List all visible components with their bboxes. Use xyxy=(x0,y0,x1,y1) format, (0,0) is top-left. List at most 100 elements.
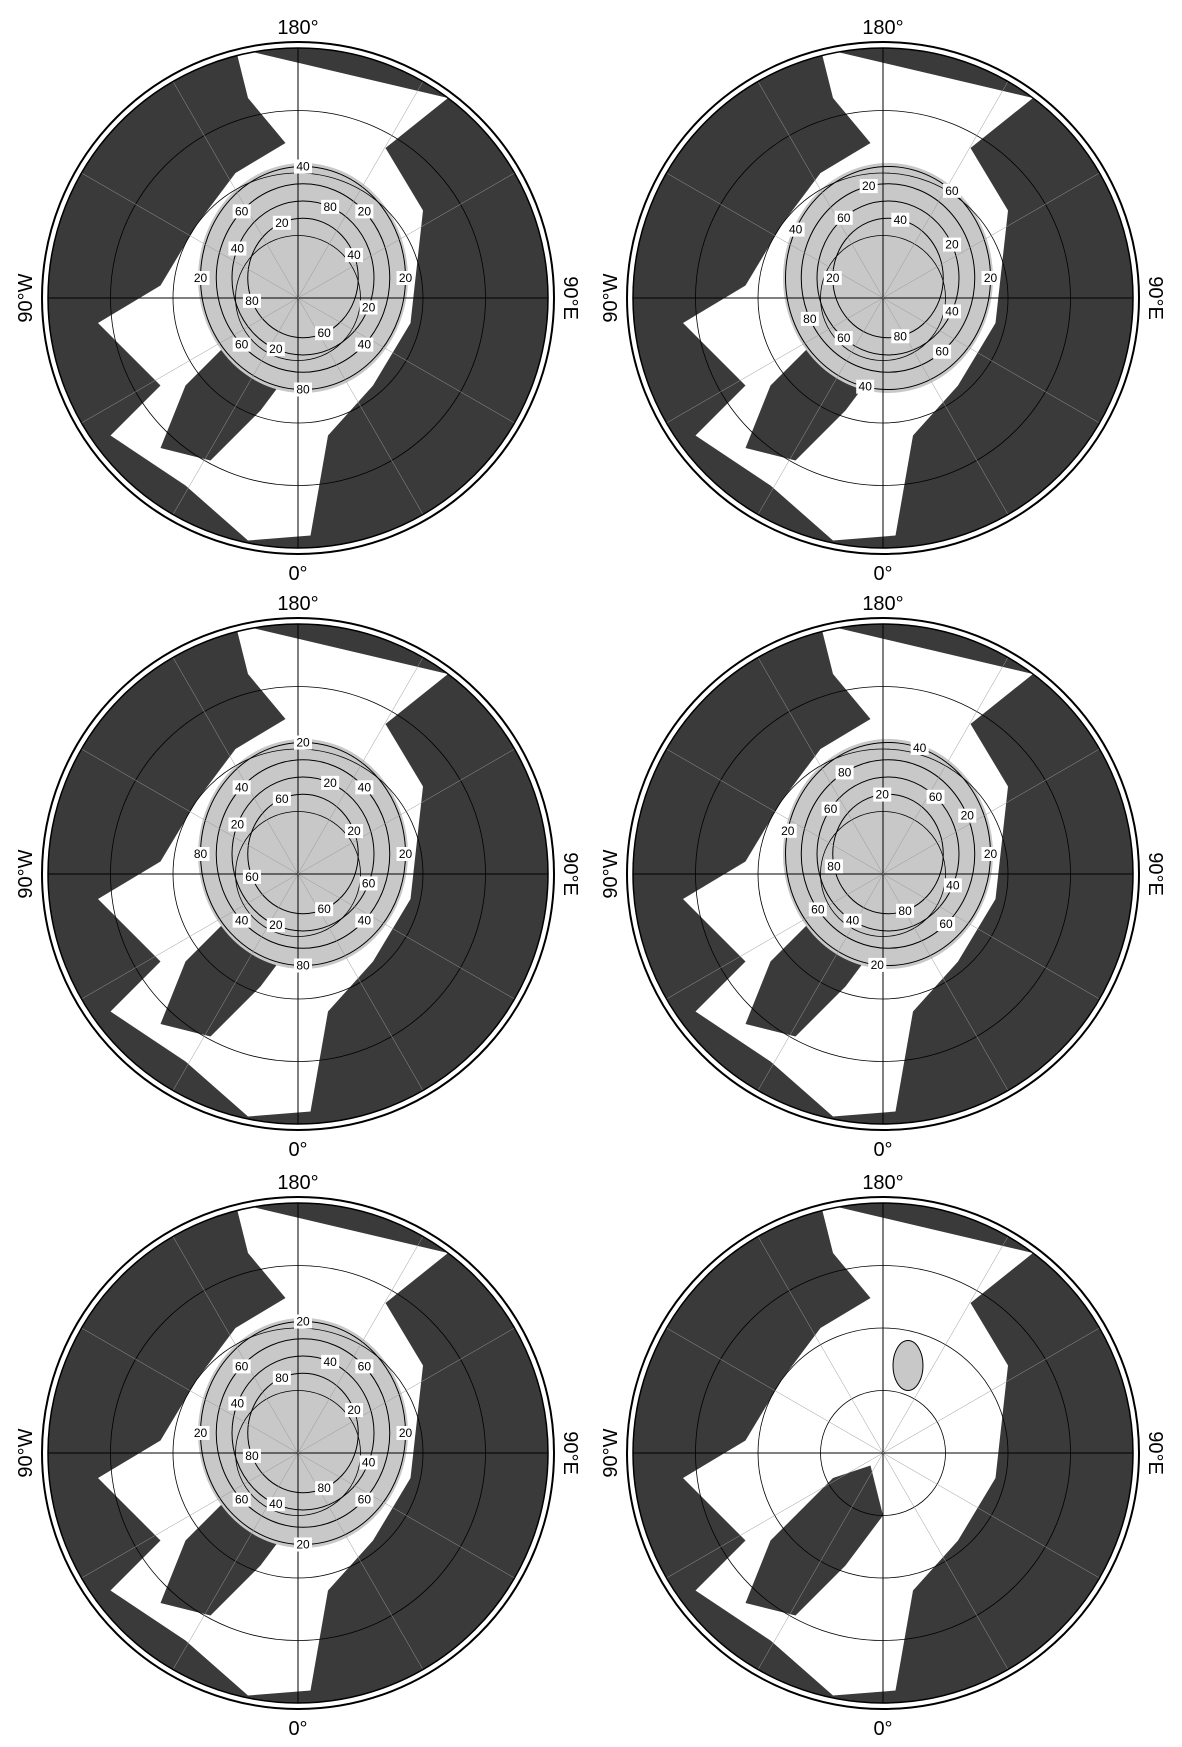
contour-label: 60 xyxy=(929,790,943,804)
contour-label-bg xyxy=(266,918,285,933)
contour-label: 20 xyxy=(296,1538,310,1552)
contour-label-bg xyxy=(396,847,415,861)
contour-label: 20 xyxy=(347,824,361,838)
frame-outer xyxy=(41,41,555,555)
contour-label: 60 xyxy=(317,326,331,340)
contour-label-bg xyxy=(359,300,378,315)
contour-line xyxy=(215,1338,391,1528)
meridian xyxy=(757,1452,884,1670)
contour-label: 20 xyxy=(399,271,413,285)
contour-label: 80 xyxy=(838,765,852,779)
meridian xyxy=(882,1452,1100,1579)
contour-label: 40 xyxy=(789,223,803,237)
contour-label-bg xyxy=(396,271,415,285)
contour-label: 20 xyxy=(358,204,372,218)
meridian xyxy=(666,748,884,875)
contour-label: 40 xyxy=(859,380,873,394)
contour-label: 80 xyxy=(275,1371,289,1385)
contour-label-bg xyxy=(926,789,945,804)
contour-label: 40 xyxy=(946,878,960,892)
contour-line xyxy=(231,1355,375,1511)
meridian xyxy=(172,1452,299,1670)
contour-label: 60 xyxy=(275,792,289,806)
lon-label-bottom: 0° xyxy=(288,1139,307,1161)
contour-label-bg xyxy=(345,248,364,263)
contour-label-bg xyxy=(315,902,334,917)
contour-label: 40 xyxy=(945,304,959,318)
contour-label-bg xyxy=(943,878,962,893)
contour-label-bg xyxy=(232,780,251,795)
contour-label: 20 xyxy=(296,736,310,750)
meridian xyxy=(297,1236,424,1454)
lon-label-right: 90°E xyxy=(559,276,581,320)
contour-label-bg xyxy=(272,791,291,806)
lon-label-right: 90°E xyxy=(559,1431,581,1475)
contour-label: 20 xyxy=(945,238,959,252)
contour-label-bg xyxy=(396,1426,415,1440)
lon-label-top: 180° xyxy=(862,1172,903,1194)
contour-label-bg xyxy=(896,903,915,918)
greenland xyxy=(745,1465,883,1616)
contour-label-bg xyxy=(294,1314,312,1329)
contour-label: 80 xyxy=(245,1449,259,1463)
meridian xyxy=(882,172,1100,299)
lon-label-right: 90°E xyxy=(1144,852,1166,896)
meridian xyxy=(172,81,299,299)
contour-label: 20 xyxy=(399,1426,413,1440)
contour-label: 80 xyxy=(827,859,841,873)
meridian xyxy=(81,1452,299,1579)
contour-label-bg xyxy=(891,329,910,344)
contour-label: 20 xyxy=(984,271,998,285)
meridian xyxy=(172,873,299,1091)
sea-ice xyxy=(783,163,993,393)
contour-label: 60 xyxy=(811,902,825,916)
meridian xyxy=(882,657,1009,875)
meridian xyxy=(666,1452,884,1579)
contour-label-bg xyxy=(294,159,312,174)
contour-label: 20 xyxy=(347,1403,361,1417)
contour-label-bg xyxy=(937,917,956,932)
map-panel: 180° 0° 90°W 90°E 20 40 60 80 40 60 80 20 40 60 20 40 60… xyxy=(600,17,1166,585)
contour-label-bg xyxy=(232,204,251,219)
frame-inner xyxy=(47,623,549,1125)
meridian xyxy=(666,172,884,299)
sea-ice xyxy=(198,739,408,969)
contour-label: 40 xyxy=(362,1455,376,1469)
contour-label: 40 xyxy=(358,338,372,352)
lon-label-right: 90°E xyxy=(1144,1431,1166,1475)
contour-label-bg xyxy=(228,241,247,256)
contour-label-bg xyxy=(228,1396,247,1411)
contour-label: 20 xyxy=(231,818,245,832)
contour-label: 20 xyxy=(826,271,840,285)
meridian xyxy=(882,1327,1100,1454)
meridian xyxy=(666,297,884,424)
contour-label: 80 xyxy=(194,847,208,861)
meridian xyxy=(757,1236,884,1454)
meridian xyxy=(297,297,515,424)
contour-label-bg xyxy=(835,765,854,780)
meridian xyxy=(297,748,515,875)
contour-label-bg xyxy=(345,824,364,839)
lon-label-top: 180° xyxy=(862,17,903,39)
contour-label: 60 xyxy=(235,1359,249,1373)
lon-label-bottom: 0° xyxy=(873,563,892,585)
contour-label: 20 xyxy=(194,271,208,285)
lon-label-top: 180° xyxy=(862,593,903,615)
frame-inner xyxy=(47,47,549,549)
frame-inner xyxy=(47,1202,549,1704)
contour-label-bg xyxy=(272,1370,291,1385)
lon-label-right: 90°E xyxy=(559,852,581,896)
contour-label-bg xyxy=(266,342,285,357)
contour-label-bg xyxy=(355,913,374,928)
contour-label-bg xyxy=(808,902,827,917)
contour-label-bg xyxy=(294,735,312,750)
contour-label-bg xyxy=(958,808,977,823)
lon-label-bottom: 0° xyxy=(873,1718,892,1740)
contour-label-bg xyxy=(834,210,853,225)
contour-label-bg xyxy=(800,311,819,326)
contour-label: 60 xyxy=(824,802,838,816)
sea-ice xyxy=(198,163,408,393)
contour-label: 80 xyxy=(898,904,912,918)
sea-ice xyxy=(198,1318,408,1548)
